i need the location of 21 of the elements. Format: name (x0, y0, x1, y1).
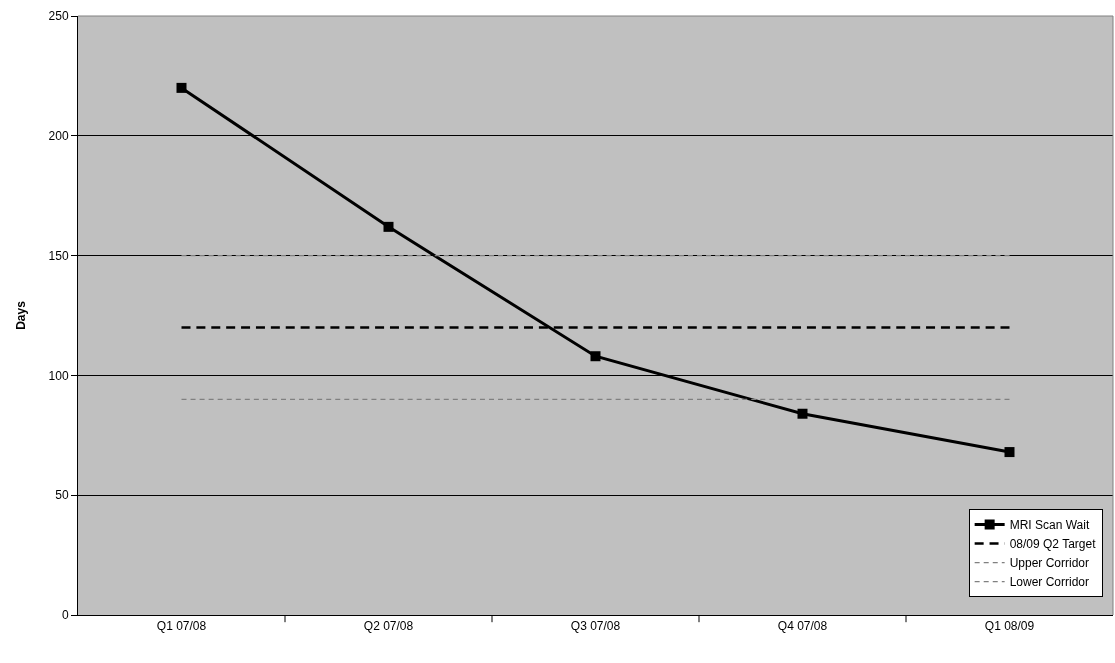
point (797, 408, 808, 419)
point (176, 82, 187, 93)
x-tick-label: Q2 07/08 (363, 619, 414, 634)
legend-label: 08/09 Q2 Target (1009, 537, 1097, 552)
legend-label: Lower Corridor (1009, 575, 1090, 590)
point (590, 351, 601, 362)
x-tick-label: Q1 07/08 (156, 619, 207, 634)
point (383, 221, 394, 232)
y-tick-label: 250 (48, 9, 69, 24)
y-axis-title: Days (13, 300, 28, 330)
legend-label: Upper Corridor (1009, 556, 1090, 571)
y-tick-label: 200 (48, 129, 69, 143)
y-tick-label: 100 (48, 368, 69, 383)
x-tick-label: Q4 07/08 (777, 619, 828, 634)
x-tick-label: Q1 08/09 (984, 619, 1035, 634)
y-tick-label: 0 (61, 608, 69, 623)
legend-label: MRI Scan Wait (1009, 518, 1090, 533)
y-tick-label: 50 (55, 488, 69, 503)
x-tick-label: Q3 07/08 (570, 619, 621, 634)
point (1004, 447, 1015, 458)
y-tick-label: 150 (48, 248, 69, 263)
